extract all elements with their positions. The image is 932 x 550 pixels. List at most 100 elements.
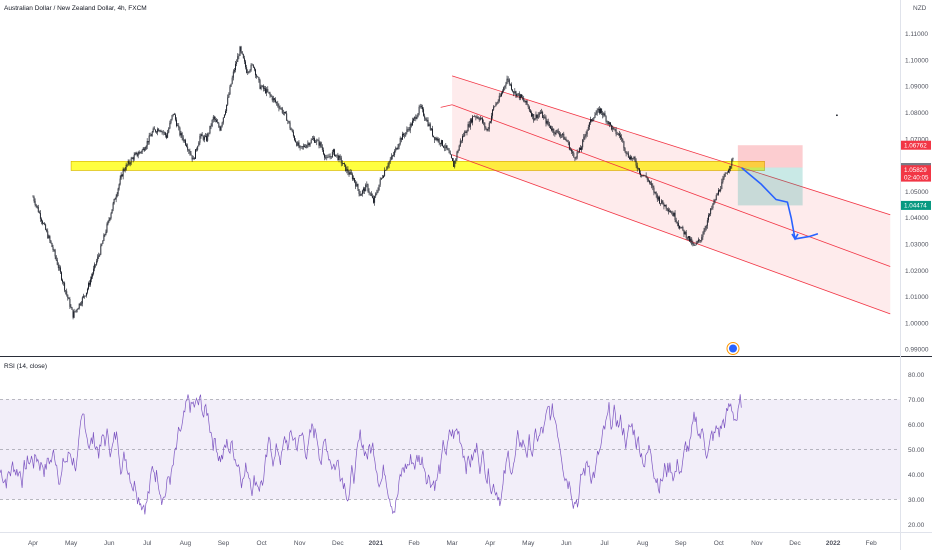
price-label: 1.04474 xyxy=(904,203,927,210)
rsi-tick-label: 80.00 xyxy=(908,372,925,379)
candle-body xyxy=(542,111,544,118)
candle-body xyxy=(423,109,425,116)
candle-body xyxy=(297,142,299,146)
candle-body xyxy=(269,92,271,96)
candle-body xyxy=(390,156,392,160)
time-tick-label: Jul xyxy=(143,540,152,547)
candle-body xyxy=(641,174,643,177)
candle-body xyxy=(327,156,329,158)
candle-body xyxy=(186,144,188,147)
candle-body xyxy=(614,128,616,130)
candle-body xyxy=(232,71,234,78)
candle-body xyxy=(72,309,74,318)
candle-body xyxy=(489,121,491,124)
time-tick-label: Sep xyxy=(675,540,687,547)
candlestick-series[interactable] xyxy=(32,45,734,320)
candle-body xyxy=(374,196,376,203)
candle-body xyxy=(522,97,524,99)
price-panel[interactable] xyxy=(32,45,891,320)
candle-body xyxy=(196,149,198,150)
channel-upper-line[interactable] xyxy=(451,75,891,216)
candle-body xyxy=(223,114,225,118)
candle-body xyxy=(593,117,595,120)
candle-body xyxy=(637,168,639,169)
candle-body xyxy=(71,307,73,310)
candle-body xyxy=(76,309,78,310)
candle-body xyxy=(247,71,249,73)
candle-body xyxy=(687,236,689,238)
candle-body xyxy=(112,203,114,210)
candle-body xyxy=(296,142,298,146)
candle-body xyxy=(504,85,506,88)
candle-body xyxy=(102,240,104,244)
candle-body xyxy=(265,88,267,94)
candle-body xyxy=(553,128,555,134)
time-tick-label: Nov xyxy=(294,540,306,547)
time-axis[interactable]: Apr May Jun Jul Aug Sep Oct Nov Dec 2021 Feb Mar Apr… xyxy=(0,532,932,548)
candle-body xyxy=(700,240,702,241)
candle-body xyxy=(436,137,438,141)
candle-body xyxy=(258,77,260,81)
candle-body xyxy=(588,122,590,128)
candle-body xyxy=(596,110,598,114)
channel-lower-line[interactable] xyxy=(451,154,891,315)
candle-body xyxy=(534,118,536,121)
candle-body xyxy=(690,238,692,242)
candle-body xyxy=(448,150,450,154)
candle-body xyxy=(663,204,665,207)
time-tick-label: Oct xyxy=(257,540,267,547)
candle-body xyxy=(484,122,486,128)
candle-body xyxy=(212,116,214,120)
candle-body xyxy=(430,128,432,130)
channel-middle-line[interactable] xyxy=(451,104,891,267)
candle-body xyxy=(587,127,589,130)
candle-body xyxy=(64,282,66,291)
candle-body xyxy=(561,134,563,136)
support-zone[interactable] xyxy=(70,161,765,171)
candle-body xyxy=(601,108,603,113)
candle-body xyxy=(222,117,224,123)
candle-body xyxy=(140,152,142,153)
candle-body xyxy=(266,89,268,94)
time-tick-label: Jun xyxy=(104,540,115,547)
candle-body xyxy=(486,128,488,131)
rsi-line[interactable] xyxy=(0,394,742,515)
candle-body xyxy=(203,136,205,140)
rsi-tick-label: 70.00 xyxy=(908,397,925,404)
candle-body xyxy=(320,142,322,148)
candle-body xyxy=(473,116,475,117)
stop-loss-zone[interactable] xyxy=(737,145,803,168)
candle-body xyxy=(661,200,663,204)
candle-body xyxy=(249,70,251,72)
forecast-arrow[interactable] xyxy=(741,167,819,240)
candle-body xyxy=(242,54,244,59)
price-tick-label: 1.07000 xyxy=(905,136,929,143)
candle-body xyxy=(301,146,303,147)
channel-start-edge[interactable] xyxy=(440,104,453,108)
candle-body xyxy=(144,148,146,151)
candle-body xyxy=(114,198,116,200)
candle-body xyxy=(135,152,137,154)
time-tick-label: May xyxy=(522,540,535,547)
candle-body xyxy=(403,133,404,136)
candle-body xyxy=(597,108,599,111)
candle-body xyxy=(218,123,220,127)
candle-body xyxy=(264,88,265,89)
time-tick-label: Apr xyxy=(28,540,39,547)
candle-body xyxy=(467,124,469,132)
candle-body xyxy=(585,134,587,136)
candle-body xyxy=(227,97,229,105)
candle-body xyxy=(278,105,280,109)
price-label: 1.05829 xyxy=(904,167,927,174)
price-axis[interactable]: 1.110001.100001.090001.080001.070001.060… xyxy=(900,0,932,550)
candle-body xyxy=(414,116,416,119)
tradingview-logo-icon[interactable] xyxy=(726,342,740,355)
candle-body xyxy=(662,200,664,205)
candle-body xyxy=(159,130,161,132)
rsi-panel[interactable]: RSI (14, close) xyxy=(0,363,900,515)
candle-body xyxy=(70,306,72,308)
candle-body xyxy=(107,221,109,225)
candle-body xyxy=(200,134,202,136)
candle-body xyxy=(566,140,568,142)
